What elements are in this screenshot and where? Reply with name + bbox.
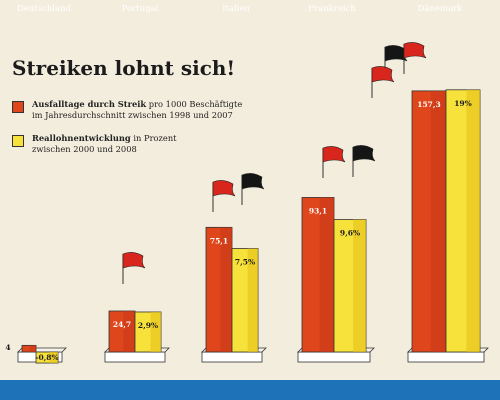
category-axis-band (0, 380, 500, 400)
data-label-strike-italien: 75,1 (210, 236, 228, 245)
category-label-frankreich: Frankreich (308, 4, 356, 14)
category-label-dnemark: Dänemark (417, 4, 463, 14)
flag-2 (241, 173, 265, 190)
data-label-strike-portugal: 24,7 (113, 320, 131, 329)
legend-item-real-wages: Reallohnentwicklung in Prozent zwischen 2… (12, 133, 177, 155)
category-label-deutschland: Deutschland (16, 4, 72, 14)
bar-strike-shade-deutschland (29, 345, 36, 352)
data-label-wages-frankreich: 9,6% (340, 229, 360, 238)
bar-strike-shade-frankreich (319, 197, 334, 352)
data-label-strike-frankreich: 93,1 (309, 206, 327, 215)
flag-4 (352, 145, 376, 162)
category-label-italien: Italien (222, 4, 250, 14)
data-label-wages-italien: 7,5% (235, 258, 255, 267)
data-label-wages-deutschland: -0,8% (35, 353, 58, 362)
flag-3 (322, 146, 346, 163)
flag-0 (122, 252, 146, 269)
data-label-strike-deutschland: 4 (5, 343, 10, 352)
flag-1 (212, 180, 236, 197)
data-label-wages-dnemark: 19% (454, 99, 472, 108)
legend-swatch-red (12, 101, 24, 113)
bar-wages-shade-deutschland (49, 352, 58, 364)
base-block-dnemark (407, 351, 485, 363)
data-label-wages-portugal: 2,9% (138, 321, 158, 330)
bar-wages-shade-dnemark (466, 89, 480, 353)
bar-strike-shade-portugal (123, 310, 135, 352)
legend-swatch-yellow (12, 135, 24, 147)
category-label-portugal: Portugal (121, 4, 159, 14)
flag-6 (403, 42, 427, 59)
bar-wages-shade-italien (247, 248, 258, 352)
data-label-strike-dnemark: 157,3 (417, 100, 441, 109)
legend-text-real-wages: Reallohnentwicklung in Prozent zwischen 2… (32, 133, 177, 154)
bar-wages-shade-portugal (150, 311, 161, 352)
bar-strike-shade-italien (220, 227, 232, 352)
bar-wages-shade-frankreich (353, 219, 366, 352)
base-block-frankreich (297, 351, 371, 363)
base-block-portugal (104, 351, 166, 363)
flag-7 (371, 66, 395, 83)
legend-item-strike-days: Ausfalltage durch Streik pro 1000 Beschä… (12, 99, 242, 121)
bar-strike-shade-dnemark (430, 90, 446, 352)
legend-text-strike-days: Ausfalltage durch Streik pro 1000 Beschä… (32, 99, 243, 120)
base-block-italien (201, 351, 263, 363)
chart-title: Streiken lohnt sich! (12, 56, 236, 80)
